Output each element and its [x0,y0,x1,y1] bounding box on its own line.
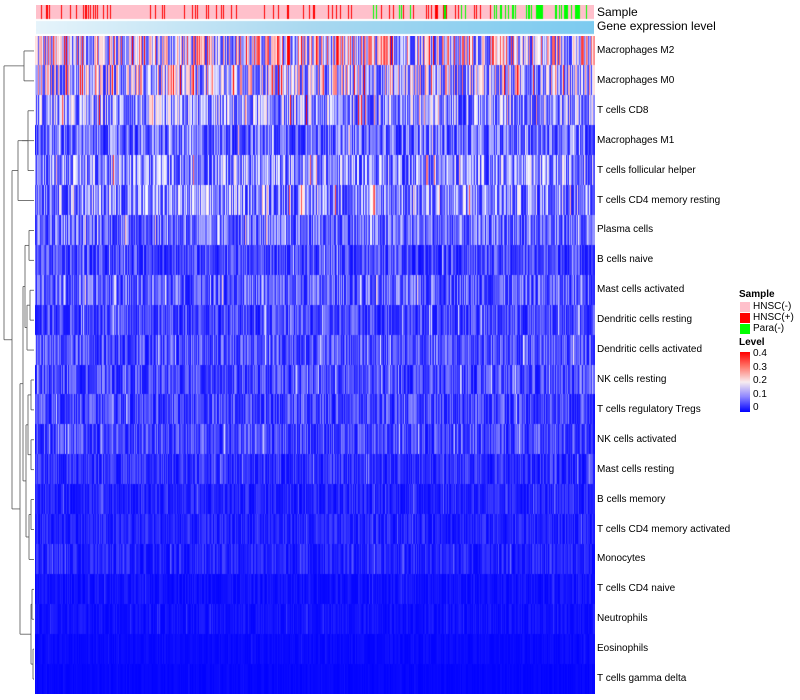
row-label: T cells follicular helper [597,164,696,176]
heatmap-cells [35,36,595,694]
row-label: Plasma cells [597,224,654,236]
annotation-label: Gene expression level [597,19,716,33]
annotation-label: Sample [597,5,638,19]
row-label: Macrophages M0 [597,74,675,86]
legend-swatch [740,302,750,312]
legend-label: HNSC(-) [753,301,792,312]
row-label: Macrophages M2 [597,44,675,56]
level-tick-label: 0 [753,402,759,413]
row-label: Mast cells resting [597,463,675,475]
legend-label: HNSC(+) [753,312,794,323]
row-label: T cells CD8 [597,104,649,116]
row-label: T cells regulatory Tregs [597,403,701,415]
legend-swatch [740,313,750,323]
row-label: T cells CD4 naive [597,583,676,595]
level-tick-label: 0.4 [753,348,767,359]
level-tick-label: 0.2 [753,375,767,386]
column-annotation-bars [36,5,594,35]
sample-legend-title: Sample [739,289,775,300]
sample-legend-item: HNSC(-) [739,301,799,312]
level-color-bar [740,352,750,412]
sample-legend-item: HNSC(+) [739,312,799,323]
level-tick-label: 0.3 [753,361,767,373]
row-label: Neutrophils [597,613,648,625]
row-label: Monocytes [597,553,646,565]
row-label: NK cells resting [597,373,667,385]
row-label: B cells naive [597,254,654,266]
row-label: Mast cells activated [597,284,685,296]
row-label: Dendritic cells resting [597,314,693,326]
legend-label: Para(-) [753,323,785,334]
sample-legend-items: HNSC(-) HNSC(+) Para(-) [739,301,799,334]
row-label: NK cells activated [597,433,677,445]
legend-swatch [740,324,750,334]
row-label: T cells CD4 memory activated [597,523,731,535]
row-dendrogram [3,50,34,680]
level-tick-label: 0.1 [753,388,767,400]
level-legend-title: Level [739,337,765,348]
row-label: Dendritic cells activated [597,344,703,356]
row-label: Macrophages M1 [597,134,675,146]
row-label: Eosinophils [597,643,649,655]
legend: Sample HNSC(-) HNSC(+) Para(-) Level 0.4 0.… [739,289,799,413]
row-label: B cells memory [597,493,666,505]
sample-legend-item: Para(-) [739,323,799,334]
row-label: T cells CD4 memory resting [597,194,721,206]
row-label: T cells gamma delta [597,673,687,685]
